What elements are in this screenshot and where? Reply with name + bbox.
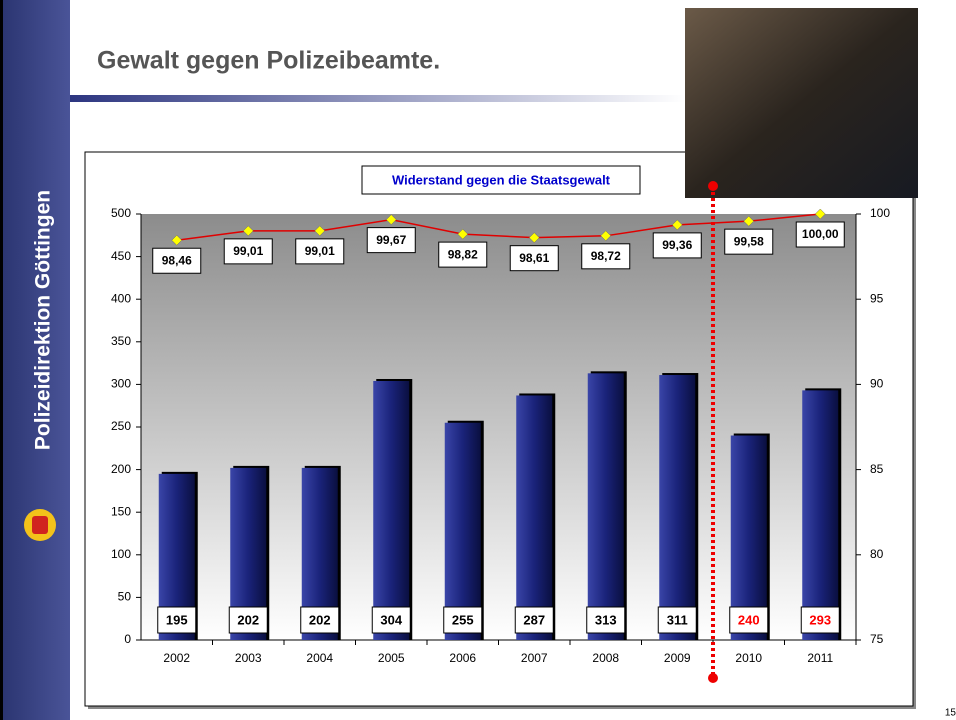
x-tick-label: 2011	[807, 651, 833, 665]
bar-label-box	[800, 606, 840, 634]
chart-title: Widerstand gegen die Staatsgewalt	[392, 172, 611, 187]
y-tick-label: 500	[111, 206, 131, 220]
y-tick-label: 100	[111, 547, 131, 561]
y2-tick-label: 95	[870, 291, 884, 305]
line-marker	[385, 214, 397, 225]
bar-label-box	[443, 606, 483, 634]
emblem	[24, 509, 56, 541]
bar-label-box	[157, 606, 197, 634]
line-label: 98,72	[591, 249, 621, 263]
x-tick-label: 2003	[235, 651, 262, 665]
divider-end	[708, 181, 718, 191]
line-label-box	[724, 228, 774, 255]
y-tick-label: 50	[118, 590, 132, 604]
x-tick-label: 2010	[735, 651, 762, 665]
line-label: 98,61	[519, 251, 549, 265]
bar-label: 255	[452, 612, 474, 627]
title-rule	[70, 95, 685, 102]
line-label-box	[438, 241, 488, 268]
left-edge	[0, 0, 3, 720]
bar-label: 304	[380, 612, 402, 627]
bar-label: 240	[738, 612, 760, 627]
bar-label-box	[514, 606, 554, 634]
y2-tick-label: 80	[870, 547, 884, 561]
line-marker	[814, 208, 826, 220]
bar	[516, 395, 553, 640]
x-tick-label: 2005	[378, 651, 405, 665]
bar-label: 202	[237, 612, 259, 627]
line-label: 99,01	[305, 244, 335, 258]
y-tick-label: 350	[111, 334, 131, 348]
bar	[587, 373, 624, 640]
line-label-box	[366, 227, 416, 254]
bar-label: 287	[523, 612, 545, 627]
bar	[659, 375, 696, 640]
line-label: 98,46	[162, 253, 192, 267]
line-label: 99,36	[662, 238, 692, 252]
line-label-box	[223, 238, 273, 265]
bar-label-box	[300, 606, 340, 634]
bar	[802, 390, 839, 640]
photo	[685, 8, 918, 198]
line-label: 98,82	[448, 247, 478, 261]
line-label-box	[152, 247, 202, 274]
bar-label-box	[228, 606, 268, 634]
x-tick-label: 2007	[521, 651, 548, 665]
x-tick-label: 2002	[163, 651, 190, 665]
slide-title: Gewalt gegen Polizeibeamte.	[97, 47, 440, 75]
y-tick-label: 300	[111, 377, 131, 391]
line-label-box	[795, 221, 845, 248]
bar-label-box	[586, 606, 626, 634]
x-tick-label: 2004	[306, 651, 333, 665]
bar-label: 195	[166, 612, 188, 627]
sidebar	[0, 0, 70, 720]
line-label: 99,58	[734, 234, 764, 248]
x-tick-label: 2008	[592, 651, 619, 665]
bar	[730, 435, 767, 640]
line-marker	[743, 215, 755, 227]
bar-label: 311	[667, 612, 688, 627]
y2-tick-label: 85	[870, 462, 884, 476]
line-label-box	[295, 238, 345, 265]
x-tick-label: 2006	[449, 651, 476, 665]
y-tick-label: 0	[124, 632, 131, 646]
y2-tick-label: 90	[870, 377, 884, 391]
x-tick-label: 2009	[664, 651, 691, 665]
sidebar-text: Polizeidirektion Göttingen	[32, 190, 55, 450]
y-tick-label: 250	[111, 419, 131, 433]
y-tick-label: 450	[111, 249, 131, 263]
bar-label: 313	[595, 612, 617, 627]
bar-label-box	[371, 606, 411, 634]
y2-tick-label: 75	[870, 632, 884, 646]
line-label-box	[581, 243, 631, 270]
y2-tick-label: 100	[870, 206, 890, 220]
bar-label-box	[657, 606, 697, 634]
line-label: 99,67	[376, 233, 406, 247]
line-marker	[671, 219, 683, 231]
bar-label: 202	[309, 612, 331, 627]
y-tick-label: 150	[111, 504, 131, 518]
line-marker	[457, 228, 469, 240]
line-marker	[600, 230, 612, 242]
line-marker	[171, 234, 183, 246]
bar	[373, 380, 410, 640]
line-label: 99,01	[233, 244, 263, 258]
line-marker	[242, 225, 254, 237]
bar-label: 293	[809, 612, 831, 627]
bar	[444, 422, 481, 640]
y-tick-label: 200	[111, 462, 131, 476]
line-marker	[314, 225, 326, 237]
line-label-box	[652, 232, 702, 259]
y-tick-label: 400	[111, 291, 131, 305]
line-label: 100,00	[802, 227, 839, 241]
divider-end	[708, 673, 718, 683]
line-marker	[528, 232, 540, 244]
page-number: 15	[945, 708, 956, 719]
chart-title-box	[361, 165, 641, 195]
bar-label-box	[729, 606, 769, 634]
plot: 0 50 100 150 200 250 300 350 400 450 500 75 80 85 90 95…	[111, 206, 890, 665]
line-label-box	[509, 245, 559, 272]
